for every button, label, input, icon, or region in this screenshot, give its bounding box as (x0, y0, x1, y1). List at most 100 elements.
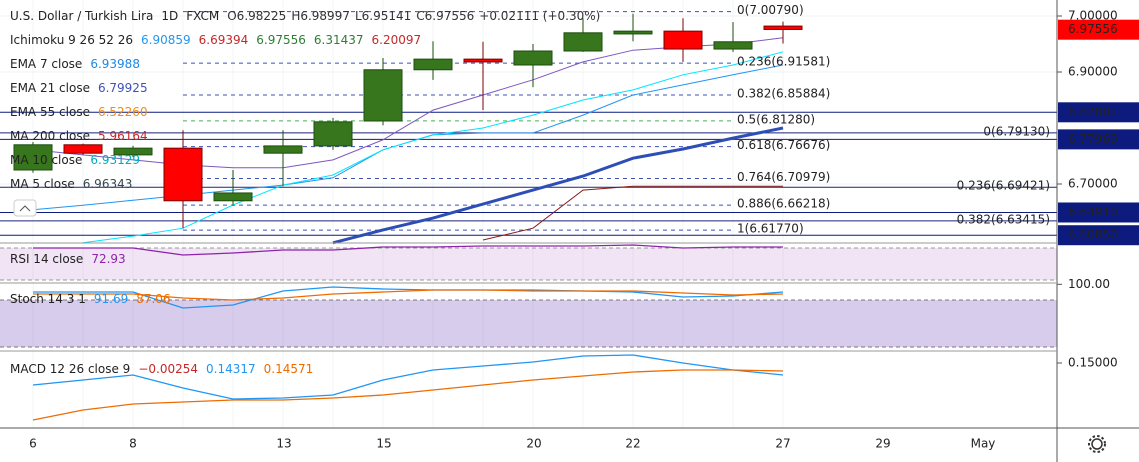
fib-label: 0.618(6.76676) (737, 138, 830, 152)
indicator-line (332, 126, 784, 245)
legend-name: MA 10 close (10, 153, 82, 167)
rsi-line (33, 244, 783, 256)
stoch-k-line (33, 286, 784, 309)
candle-body (463, 58, 503, 63)
legend-value: 72.93 (91, 252, 125, 266)
y-tick-label: 0.15000 (1068, 356, 1118, 370)
fib-label: 0.5(6.81280) (737, 112, 815, 126)
settings-button[interactable] (1088, 435, 1106, 453)
ohlc-value: +0.02111 (+0.30%) (479, 9, 600, 23)
x-tick-label: 13 (276, 437, 291, 451)
legend-name: EMA 7 close (10, 57, 82, 71)
fib-label: 0.764(6.70979) (737, 170, 830, 184)
fib-label: 0.382(6.85884) (737, 87, 830, 101)
legend-row: EMA 55 close 6.52260 (10, 105, 148, 119)
candle-body (13, 144, 53, 171)
legend-row: U.S. Dollar / Turkish Lira 1D FXCM O6.98225… (10, 9, 600, 23)
x-tick-label: 29 (875, 437, 890, 451)
candle-body (63, 144, 103, 154)
candle-body (163, 147, 203, 202)
candle-body (313, 121, 353, 147)
legend-row: Ichimoku 9 26 52 26 6.90859 6.69394 6.97556… (10, 33, 421, 47)
legend-value: 6.31437 (314, 33, 364, 47)
x-tick-label: 20 (526, 437, 541, 451)
legend-value: 6.93129 (90, 153, 140, 167)
fib-label: 1(6.61770) (737, 222, 804, 236)
legend-value: 6.96343 (83, 177, 133, 191)
macd-line (32, 354, 784, 400)
legend-row: MA 10 close 6.93129 (10, 153, 140, 167)
x-tick-label: 15 (376, 437, 391, 451)
fib-label: 0.886(6.66218) (737, 197, 830, 211)
x-tick-label: 22 (625, 437, 640, 451)
fib-label: 0.382(6.63415) (957, 212, 1050, 226)
stoch-band (0, 300, 1057, 347)
x-tick-label: 8 (129, 437, 137, 451)
candle-body (413, 58, 453, 71)
legend-row: MA 200 close 5.96164 (10, 129, 148, 143)
fib-label: 0(6.79130) (983, 124, 1050, 138)
candle-body (713, 41, 753, 50)
price-tag-label: 6.60850 (1068, 228, 1118, 242)
x-tick-label: 27 (775, 437, 790, 451)
candle-body (113, 147, 153, 156)
legend-name: Stoch 14 3 1 (10, 292, 86, 306)
legend-name: MA 200 close (10, 129, 90, 143)
legend-row: MA 5 close 6.96343 (10, 177, 132, 191)
x-tick-label: May (971, 437, 996, 451)
gear-teeth (1088, 435, 1106, 453)
legend-value: 6.97556 (256, 33, 306, 47)
legend-value: 5.96164 (98, 129, 148, 143)
stoch-d-line (33, 289, 784, 301)
macd-signal-line (32, 369, 784, 421)
ohlc-value: C6.97556 (416, 9, 474, 23)
legend-value: 0.14571 (264, 362, 314, 376)
marks (13, 13, 803, 421)
x-tick-label: 6 (29, 437, 37, 451)
legend-value: 91.69 (94, 292, 128, 306)
legend-value: 6.93988 (90, 57, 140, 71)
price-tag (1058, 225, 1139, 246)
candle-body (563, 32, 603, 52)
legend-row: RSI 14 close 72.93 (10, 252, 126, 266)
legend-name: EMA 21 close (10, 81, 90, 95)
ohlc-value: L6.95141 (355, 9, 411, 23)
overlay: 7.00000 6.90000 6.70000 0(7.00790) 0.236(6.9… (10, 3, 1139, 451)
fib-label: 0.236(6.69421) (957, 179, 1050, 193)
y-tick-label: 7.00000 (1068, 9, 1118, 23)
legend-value: −0.00254 (138, 362, 198, 376)
candle-body (513, 50, 553, 66)
candle-body (263, 145, 303, 154)
legend-title: U.S. Dollar / Turkish Lira (10, 9, 153, 23)
legend-name: MACD 12 26 close 9 (10, 362, 130, 376)
y-tick-label: 6.70000 (1068, 176, 1118, 190)
legend-value: 6.90859 (141, 33, 191, 47)
candle-body (213, 192, 253, 202)
price-tag-label: 6.64910 (1068, 205, 1118, 219)
legend-row: EMA 7 close 6.93988 (10, 57, 140, 71)
legend-name: Ichimoku 9 26 52 26 (10, 33, 133, 47)
legend-value: 87.06 (136, 292, 170, 306)
price-tag-label: 6.82802 (1068, 105, 1118, 119)
legend-value: 6.79925 (98, 81, 148, 95)
indicator-line (32, 37, 784, 169)
fib-label: 0(7.00790) (737, 3, 804, 17)
collapse-button[interactable] (13, 199, 37, 217)
price-tag-label: 6.97556 (1068, 22, 1118, 36)
candle-body (763, 25, 803, 30)
fib-label: 0.236(6.91581) (737, 55, 830, 69)
price-tag (1058, 129, 1139, 150)
candle-body (363, 69, 403, 122)
indicator-line (82, 51, 784, 244)
grid (0, 0, 1062, 428)
legend-value: 6.52260 (98, 105, 148, 119)
legend-row: MACD 12 26 close 9 −0.00254 0.14317 0.14571 (10, 362, 313, 376)
price-tag-label: 6.77969 (1068, 132, 1118, 146)
candle-body (663, 30, 703, 50)
legend-name: MA 5 close (10, 177, 75, 191)
legend-title: 1D (161, 9, 178, 23)
y-tick-label: 100.00 (1068, 277, 1110, 291)
rsi-band (0, 248, 1057, 280)
candle-body (613, 30, 653, 35)
